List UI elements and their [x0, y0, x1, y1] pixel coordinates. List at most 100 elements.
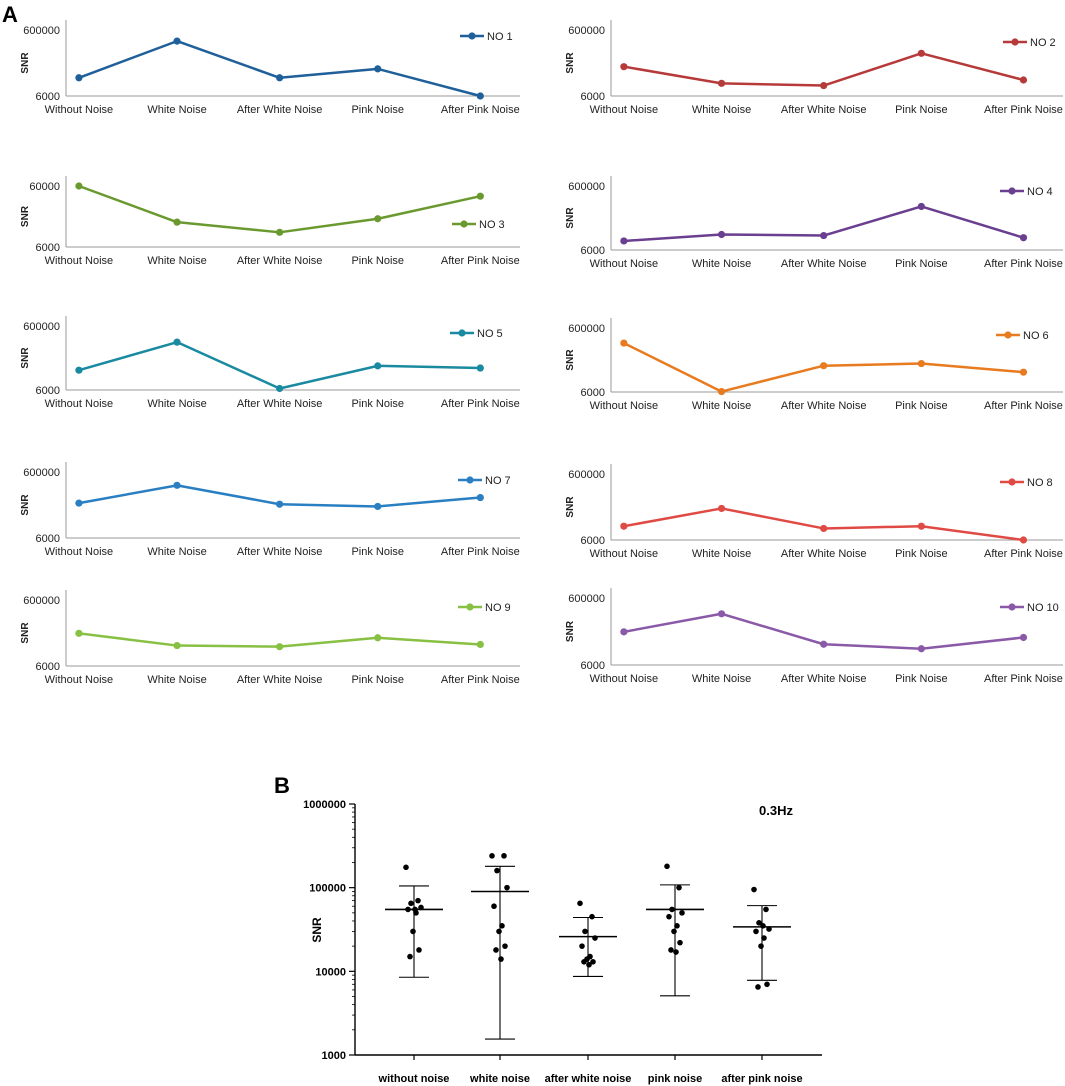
y-tick-label: 600000: [568, 469, 605, 481]
y-axis-label: SNR: [20, 494, 31, 516]
x-tick-label: White Noise: [147, 255, 206, 267]
y-tick-label: 600000: [23, 467, 60, 479]
y-tick-label: 600000: [568, 181, 605, 193]
category-group: after white noise: [545, 900, 631, 1085]
legend: NO 7: [458, 475, 511, 487]
legend-label: NO 6: [1023, 330, 1049, 342]
category-group: white noise: [469, 853, 530, 1085]
x-tick-label: After White Noise: [781, 258, 867, 270]
legend: NO 1: [460, 31, 513, 43]
data-point: [75, 499, 83, 507]
panel-a-label: A: [2, 2, 18, 27]
data-point: [502, 943, 508, 949]
data-point: [501, 853, 507, 859]
data-point: [766, 926, 772, 932]
x-tick-label: Pink Noise: [351, 398, 404, 410]
data-point: [1019, 536, 1028, 544]
data-point: [173, 338, 181, 346]
data-point: [476, 640, 484, 649]
x-tick-label: Without Noise: [45, 398, 113, 410]
data-point: [374, 502, 382, 511]
panel-a-line-charts: 6000 600000 SNR Without Noise White Noise Aft…: [20, 20, 1063, 686]
x-tick-label: Without Noise: [45, 546, 113, 558]
legend-label: NO 9: [485, 602, 511, 614]
legend-label: NO 7: [485, 475, 511, 487]
x-tick-label: After Pink Noise: [984, 258, 1063, 270]
legend: NO 5: [450, 328, 503, 340]
x-tick-label: Pink Noise: [351, 255, 404, 267]
x-tick-label: After Pink Noise: [984, 104, 1063, 116]
y-axis-label: SNR: [565, 349, 576, 371]
data-point: [763, 906, 769, 913]
x-tick-label: Without Noise: [590, 258, 658, 270]
data-point: [276, 500, 284, 508]
data-point: [403, 864, 409, 871]
data-point: [677, 939, 683, 946]
data-point: [820, 362, 828, 370]
data-point: [755, 984, 761, 990]
legend: NO 10: [1000, 602, 1059, 614]
data-point: [917, 645, 925, 653]
data-point: [374, 634, 382, 642]
x-tick-label: White Noise: [692, 104, 751, 116]
data-point: [620, 237, 628, 245]
y-tick-label: 1000000: [303, 799, 346, 811]
series-line: [623, 507, 1024, 542]
y-tick-label: 60000: [29, 181, 60, 193]
x-tick-label: After Pink Noise: [441, 546, 520, 558]
y-tick-label: 100000: [309, 883, 346, 895]
data-point: [717, 387, 726, 396]
series-line: [78, 340, 481, 390]
data-point: [415, 897, 421, 904]
y-axis-label: SNR: [20, 347, 31, 369]
chart-title: 0.3Hz: [759, 803, 793, 818]
x-tick-label: After White Noise: [237, 255, 323, 267]
data-point: [173, 641, 181, 650]
x-tick-label: Pink Noise: [895, 673, 948, 685]
legend-swatch-marker: [460, 220, 468, 228]
data-point: [590, 959, 596, 965]
x-tick-label: After White Noise: [237, 398, 323, 410]
data-point: [717, 610, 726, 618]
data-point: [75, 366, 83, 374]
x-tick-label: Without Noise: [590, 104, 658, 116]
legend-label: NO 2: [1030, 37, 1056, 49]
line-chart-8: 6000 600000 SNR Without Noise White Noise Aft…: [565, 464, 1063, 560]
category-group: after pink noise: [721, 886, 803, 1085]
y-tick-label: 6000: [36, 242, 60, 254]
legend-label: NO 4: [1027, 186, 1053, 198]
data-point: [173, 218, 181, 226]
x-tick-label: Without Noise: [45, 104, 113, 116]
data-point: [758, 943, 764, 949]
panel-b-scatter-chart: 1000 10000 100000 1000000 SNR 0.3Hz without no…: [303, 799, 822, 1085]
line-chart-4: 6000 600000 SNR Without Noise White Noise Aft…: [565, 176, 1063, 270]
x-tick-label: White Noise: [147, 104, 206, 116]
y-axis-label: SNR: [565, 207, 576, 229]
y-tick-label: 600000: [23, 321, 60, 333]
data-point: [756, 920, 762, 926]
x-tick-label: White Noise: [692, 548, 751, 560]
data-point: [476, 364, 484, 372]
x-tick-label: After Pink Noise: [441, 674, 520, 686]
data-point: [673, 949, 679, 955]
legend: NO 8: [1000, 477, 1053, 489]
legend-swatch-marker: [1008, 187, 1016, 195]
y-tick-label: 600000: [568, 593, 605, 605]
legend: NO 4: [1000, 186, 1053, 198]
y-tick-label: 600000: [568, 25, 605, 37]
y-axis-label: SNR: [565, 52, 576, 74]
x-tick-label: Pink Noise: [895, 258, 948, 270]
data-point: [753, 928, 759, 935]
x-tick-label: After Pink Noise: [984, 548, 1063, 560]
y-tick-label: 600000: [23, 25, 60, 37]
data-point: [666, 913, 672, 920]
x-tick-label: Pink Noise: [895, 548, 948, 560]
data-point: [669, 906, 675, 913]
data-point: [579, 943, 585, 949]
x-tick-label: After Pink Noise: [984, 673, 1063, 685]
x-tick-label: White Noise: [147, 398, 206, 410]
data-point: [496, 928, 502, 935]
data-point: [412, 906, 418, 913]
x-tick-label: Pink Noise: [895, 400, 948, 412]
